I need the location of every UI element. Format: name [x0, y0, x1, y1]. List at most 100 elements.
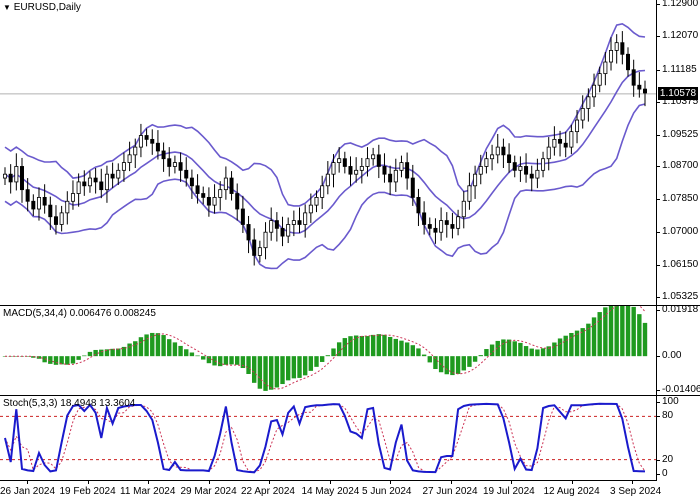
stoch-main-line: [4, 402, 646, 474]
price-plot-area[interactable]: [0, 0, 657, 305]
candle: [14, 153, 19, 191]
stoch-axis-label: 20: [662, 453, 674, 465]
time-axis-label: 14 May 2024: [301, 486, 360, 497]
macd-histogram-bar: [70, 356, 76, 364]
candle-body: [246, 224, 251, 241]
macd-histogram-bar: [342, 338, 348, 357]
candle: [235, 183, 240, 221]
candle-body: [133, 146, 138, 156]
stoch-chart: [0, 402, 656, 474]
candle: [133, 138, 138, 169]
candle: [93, 168, 98, 194]
price-pane[interactable]: ▼ EURUSD,Daily 1.12900 1.12070 1.11185 1.10…: [0, 0, 700, 305]
candle: [59, 205, 64, 232]
macd-histogram-bar: [133, 341, 138, 357]
candle: [82, 170, 87, 196]
candle: [8, 164, 13, 194]
candle-body: [586, 96, 591, 109]
candle-body: [99, 181, 104, 191]
macd-histogram-bar: [172, 342, 178, 357]
candle-body: [569, 131, 574, 148]
candle-body: [104, 173, 109, 191]
pane-separator[interactable]: [0, 305, 700, 306]
candle: [87, 171, 92, 193]
candle-body: [410, 177, 415, 198]
bollinger-upper-line: [4, 22, 646, 207]
candle-body: [342, 158, 347, 167]
candle: [597, 66, 602, 93]
macd-histogram-bar: [331, 348, 336, 357]
pane-separator[interactable]: [0, 395, 700, 396]
candle: [31, 194, 36, 216]
candle-body: [393, 169, 398, 183]
candle: [558, 130, 563, 157]
candle: [552, 126, 557, 156]
macd-histogram-bar: [642, 322, 648, 357]
candle-body: [82, 181, 87, 187]
candle-body: [507, 154, 512, 163]
candle: [240, 195, 245, 233]
candle-body: [59, 212, 64, 225]
dropdown-triangle-icon[interactable]: ▼: [3, 3, 11, 12]
candle-body: [405, 162, 410, 179]
macd-histogram-bar: [155, 333, 161, 357]
macd-histogram-bar: [110, 348, 115, 357]
price-axis-tick: [656, 134, 660, 136]
price-axis-label: 1.11185: [662, 64, 697, 76]
candle-body: [490, 154, 495, 160]
candle-body: [48, 204, 53, 218]
macd-plot-area[interactable]: [0, 306, 657, 395]
candle: [456, 209, 461, 236]
candle-body: [348, 166, 353, 175]
macd-pane[interactable]: MACD(5,34,4) 0.006476 0.008245 0.019187 0…: [0, 304, 700, 395]
macd-histogram-bar: [297, 356, 302, 378]
macd-histogram-bar: [189, 352, 195, 357]
candle: [206, 187, 211, 217]
candle-body: [575, 119, 580, 133]
time-axis-label: 19 Feb 2024: [59, 486, 116, 497]
candle: [609, 37, 614, 71]
stoch-title: Stoch(5,3,3) 18.4948 13.3604: [3, 398, 136, 409]
candle-body: [314, 196, 319, 206]
candle: [25, 178, 30, 212]
candle-body: [42, 196, 47, 206]
macd-histogram-bar: [280, 356, 285, 385]
candle: [65, 191, 70, 225]
candle-body: [76, 181, 81, 194]
stoch-plot-area[interactable]: [0, 396, 657, 480]
candle-body: [331, 162, 336, 175]
candle-body: [240, 208, 245, 225]
candle-body: [144, 135, 149, 140]
macd-axis-label: 0.00: [662, 350, 682, 362]
candle: [161, 142, 166, 172]
candle-body: [626, 53, 631, 71]
candle-body: [535, 169, 540, 179]
candle: [484, 151, 489, 174]
candle-body: [155, 142, 160, 152]
macd-histogram-bar: [348, 336, 353, 357]
macd-histogram-bar: [359, 335, 365, 357]
candle: [439, 207, 444, 241]
macd-histogram-bar: [104, 349, 110, 357]
candle-body: [501, 146, 506, 156]
macd-histogram-bar: [501, 339, 506, 357]
candle-body: [286, 224, 291, 237]
macd-histogram-bar: [569, 332, 574, 357]
macd-histogram-bar: [144, 334, 149, 357]
candle: [342, 151, 347, 174]
candle-body: [184, 169, 189, 179]
candle: [150, 129, 155, 155]
candle-body: [422, 212, 427, 225]
time-axis-tick: [148, 480, 149, 484]
macd-histogram-bar: [223, 356, 229, 365]
candle: [512, 155, 517, 178]
stoch-axis-tick: [656, 402, 660, 403]
macd-histogram-bar: [416, 348, 421, 357]
macd-histogram-bar: [467, 356, 472, 367]
time-axis-label: 5 Jun 2024: [362, 486, 412, 497]
macd-histogram-bar: [399, 340, 404, 357]
time-axis-tick: [632, 480, 633, 484]
candle-body: [597, 73, 602, 86]
macd-histogram-bar: [421, 354, 427, 357]
stoch-pane[interactable]: Stoch(5,3,3) 18.4948 13.3604 100 80 20 0: [0, 396, 700, 480]
